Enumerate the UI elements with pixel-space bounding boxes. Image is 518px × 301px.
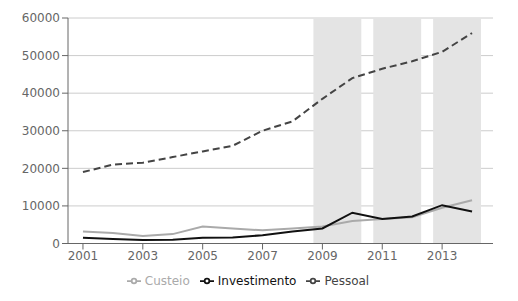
html-text:Investimento: Investimento — [217, 273, 297, 288]
svg-text:2009: 2009 — [307, 249, 338, 263]
svg-text:60000: 60000 — [22, 11, 60, 25]
svg-text:2007: 2007 — [247, 249, 278, 263]
html-text:Custeio: Custeio — [144, 273, 190, 288]
svg-text:2005: 2005 — [187, 249, 218, 263]
svg-text:20000: 20000 — [22, 162, 60, 176]
svg-text:2001: 2001 — [68, 249, 99, 263]
html-text:Pessoal: Pessoal — [324, 273, 370, 288]
svg-text:0: 0 — [52, 237, 60, 251]
svg-text:30000: 30000 — [22, 124, 60, 138]
svg-text:50000: 50000 — [22, 49, 60, 63]
svg-text:40000: 40000 — [22, 86, 60, 100]
svg-text:2013: 2013 — [427, 249, 458, 263]
svg-text:10000: 10000 — [22, 199, 60, 213]
svg-text:2003: 2003 — [128, 249, 159, 263]
svg-text:2011: 2011 — [367, 249, 398, 263]
